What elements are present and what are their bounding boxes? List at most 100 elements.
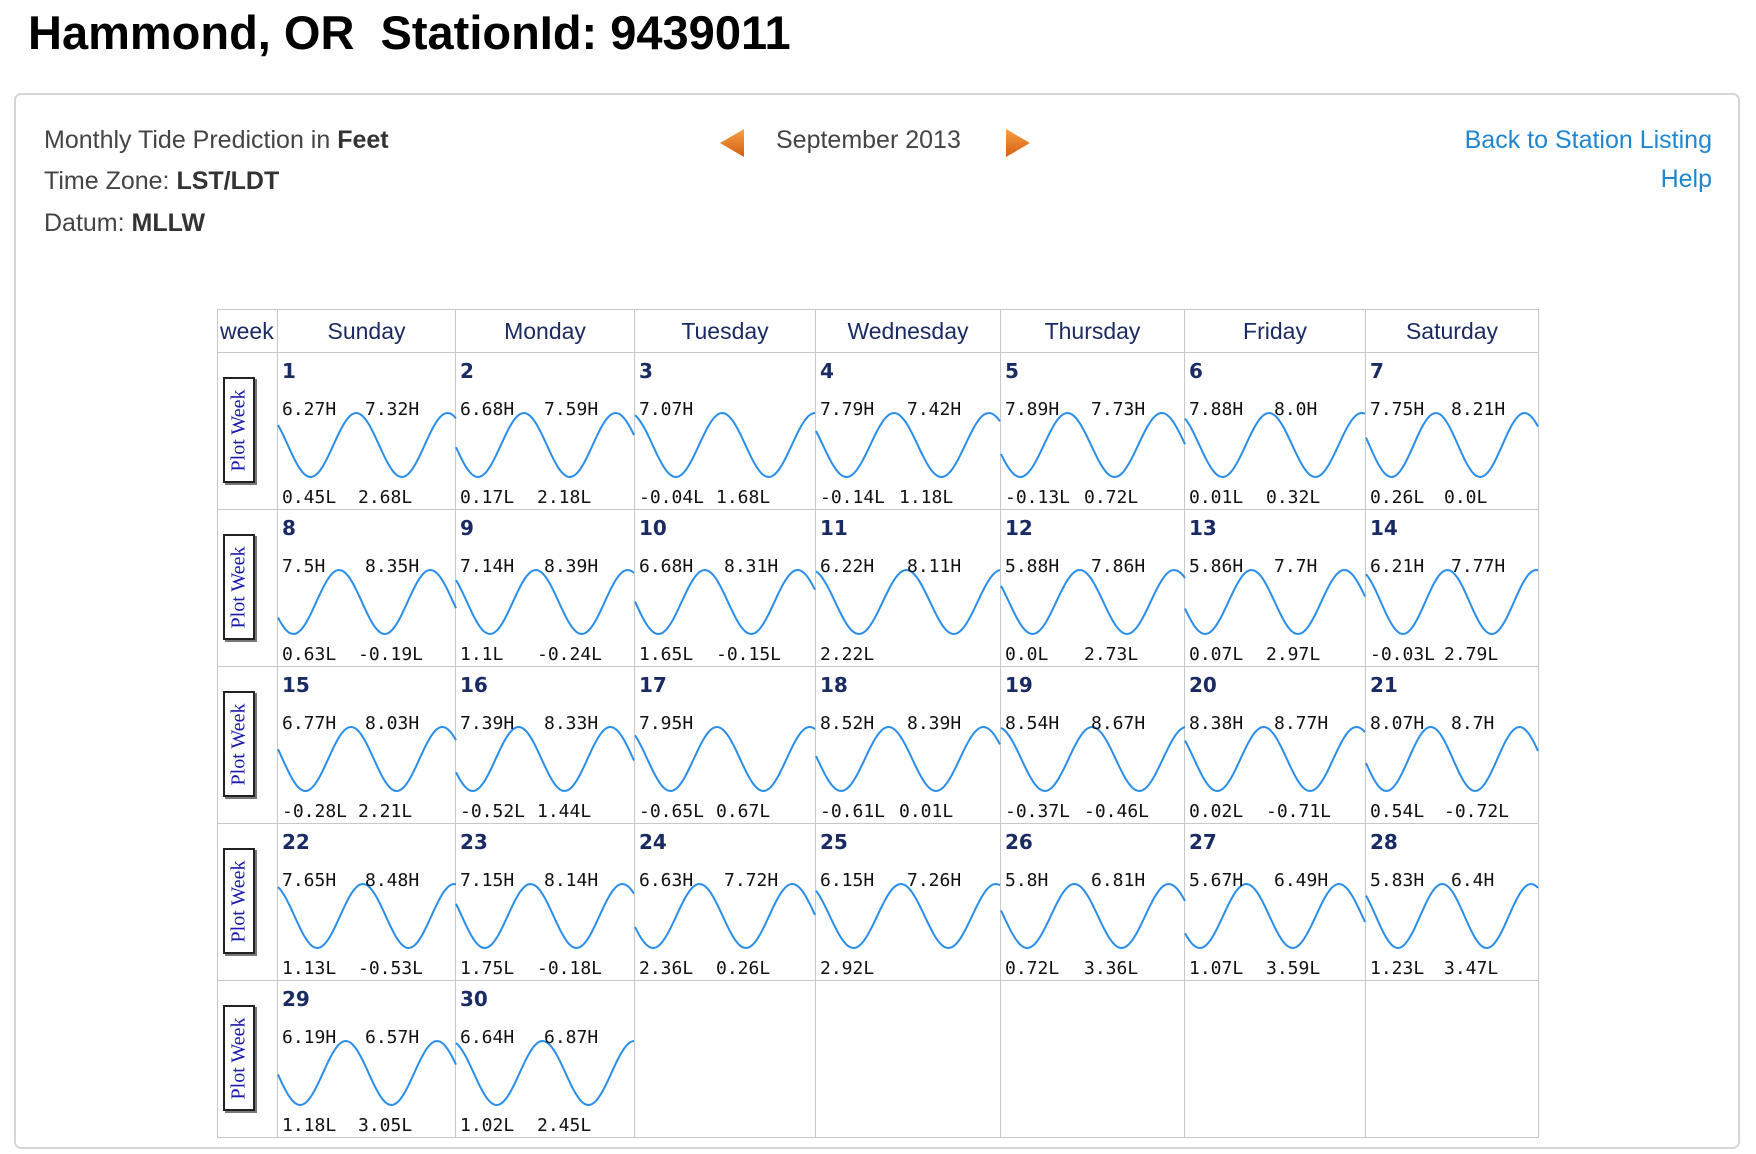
high-tide-value: 7.42H xyxy=(907,399,962,420)
high-tide-value: 8.11H xyxy=(907,556,962,577)
high-tide-value: 5.8H xyxy=(1005,870,1049,891)
day-number: 20 xyxy=(1189,673,1217,697)
tide-curve xyxy=(277,725,457,793)
plot-week-label: Plot Week xyxy=(227,389,250,471)
calendar-header-row: week Sunday Monday Tuesday Wednesday Thu… xyxy=(217,309,1539,353)
day-cell: 7 7.75H 8.21H 0.26L 0.0L xyxy=(1365,352,1539,510)
high-tide-value: 8.7H xyxy=(1451,713,1495,734)
high-tide-value: 6.63H xyxy=(639,870,694,891)
plot-week-button[interactable]: Plot Week xyxy=(223,377,255,483)
day-cell: 1 6.27H 7.32H 0.45L 2.68L xyxy=(277,352,457,510)
high-tide-value: 8.0H xyxy=(1274,399,1318,420)
week-row: Plot Week 22 7.65H 8.48H 1.13L -0.53L 23 7.15H 8… xyxy=(217,823,1539,981)
day-cell: 13 5.86H 7.7H 0.07L 2.97L xyxy=(1184,509,1366,667)
high-tide-value: 7.77H xyxy=(1451,556,1506,577)
day-cell: 23 7.15H 8.14H 1.75L -0.18L xyxy=(455,823,635,981)
tide-curve xyxy=(815,725,1001,793)
tide-curve-line xyxy=(634,411,816,479)
plot-week-button[interactable]: Plot Week xyxy=(223,691,255,797)
tide-calendar: week Sunday Monday Tuesday Wednesday Thu… xyxy=(217,309,1539,1138)
back-to-station-listing-link[interactable]: Back to Station Listing xyxy=(1464,126,1712,154)
low-tide-value: 0.07L xyxy=(1189,644,1244,665)
low-tide-value: 2.68L xyxy=(358,487,413,508)
day-number: 2 xyxy=(460,359,474,383)
tide-curve-line xyxy=(815,411,1001,479)
day-cell: 6 7.88H 8.0H 0.01L 0.32L xyxy=(1184,352,1366,510)
high-tide-value: 7.79H xyxy=(820,399,875,420)
next-arrow-icon[interactable] xyxy=(1004,127,1032,159)
plot-week-button[interactable]: Plot Week xyxy=(223,534,255,640)
low-tide-value: 1.02L xyxy=(460,1115,515,1136)
high-tide-value: 5.67H xyxy=(1189,870,1244,891)
day-header-sunday: Sunday xyxy=(277,309,456,353)
low-tide-value: 2.21L xyxy=(358,801,413,822)
low-tide-value: 2.45L xyxy=(537,1115,592,1136)
tide-curve-line xyxy=(455,568,635,636)
tide-curve-line xyxy=(1365,568,1539,636)
tide-curve-line xyxy=(1000,882,1186,950)
high-tide-value: 8.07H xyxy=(1370,713,1425,734)
day-cell: 11 6.22H 8.11H 2.22L xyxy=(815,509,1001,667)
high-tide-value: 7.86H xyxy=(1091,556,1146,577)
day-number: 1 xyxy=(282,359,296,383)
low-tide-value: -0.24L xyxy=(537,644,603,665)
tide-curve xyxy=(1000,726,1186,793)
high-tide-value: 8.33H xyxy=(544,713,599,734)
high-tide-value: 6.27H xyxy=(282,399,337,420)
high-tide-value: 8.38H xyxy=(1189,713,1244,734)
day-cell: 18 8.52H 8.39H -0.61L 0.01L xyxy=(815,666,1001,824)
week-cell: Plot Week xyxy=(217,980,278,1138)
low-tide-value: -0.65L xyxy=(639,801,705,822)
day-number: 21 xyxy=(1370,673,1398,697)
tide-curve-line xyxy=(1365,725,1539,793)
week-row: Plot Week 15 6.77H 8.03H -0.28L 2.21L 16 7.39H 8… xyxy=(217,666,1539,824)
day-header-wednesday: Wednesday xyxy=(815,309,1001,353)
day-number: 27 xyxy=(1189,830,1217,854)
low-tide-value: 2.36L xyxy=(639,958,694,979)
day-cell: 25 6.15H 7.26H 2.92L xyxy=(815,823,1001,981)
tide-curve xyxy=(634,882,816,950)
high-tide-value: 6.68H xyxy=(639,556,694,577)
low-tide-value: 2.22L xyxy=(820,644,875,665)
high-tide-value: 6.87H xyxy=(544,1027,599,1048)
day-cell: 30 6.64H 6.87H 1.02L 2.45L xyxy=(455,980,635,1138)
high-tide-value: 5.88H xyxy=(1005,556,1060,577)
high-tide-value: 7.89H xyxy=(1005,399,1060,420)
high-tide-value: 6.77H xyxy=(282,713,337,734)
high-tide-value: 6.57H xyxy=(365,1027,420,1048)
low-tide-value: 2.79L xyxy=(1444,644,1499,665)
low-tide-value: 1.23L xyxy=(1370,958,1425,979)
high-tide-value: 7.75H xyxy=(1370,399,1425,420)
low-tide-value: 0.32L xyxy=(1266,487,1321,508)
high-tide-value: 8.77H xyxy=(1274,713,1329,734)
low-tide-value: -0.13L xyxy=(1005,487,1071,508)
low-tide-value: 2.92L xyxy=(820,958,875,979)
tide-curve xyxy=(1184,568,1366,636)
week-cell: Plot Week xyxy=(217,509,278,667)
low-tide-value: 0.67L xyxy=(716,801,771,822)
tide-curve-line xyxy=(277,568,457,636)
plot-week-button[interactable]: Plot Week xyxy=(223,1005,255,1111)
tide-curve-line xyxy=(1365,882,1539,950)
low-tide-value: 1.65L xyxy=(639,644,694,665)
empty-day-cell xyxy=(1365,980,1539,1138)
day-number: 24 xyxy=(639,830,667,854)
help-link[interactable]: Help xyxy=(1660,165,1712,193)
high-tide-value: 6.64H xyxy=(460,1027,515,1048)
prev-arrow-icon[interactable] xyxy=(718,127,746,159)
plot-week-button[interactable]: Plot Week xyxy=(223,848,255,954)
day-number: 8 xyxy=(282,516,296,540)
high-tide-value: 7.15H xyxy=(460,870,515,891)
high-tide-value: 8.48H xyxy=(365,870,420,891)
day-cell: 3 7.07H -0.04L 1.68L xyxy=(634,352,816,510)
day-number: 29 xyxy=(282,987,310,1011)
high-tide-value: 8.03H xyxy=(365,713,420,734)
day-number: 3 xyxy=(639,359,653,383)
day-cell: 12 5.88H 7.86H 0.0L 2.73L xyxy=(1000,509,1186,667)
day-cell: 9 7.14H 8.39H 1.1L -0.24L xyxy=(455,509,635,667)
high-tide-value: 8.35H xyxy=(365,556,420,577)
high-tide-value: 6.22H xyxy=(820,556,875,577)
high-tide-value: 6.4H xyxy=(1451,870,1495,891)
high-tide-value: 6.21H xyxy=(1370,556,1425,577)
tide-curve xyxy=(1000,411,1186,479)
